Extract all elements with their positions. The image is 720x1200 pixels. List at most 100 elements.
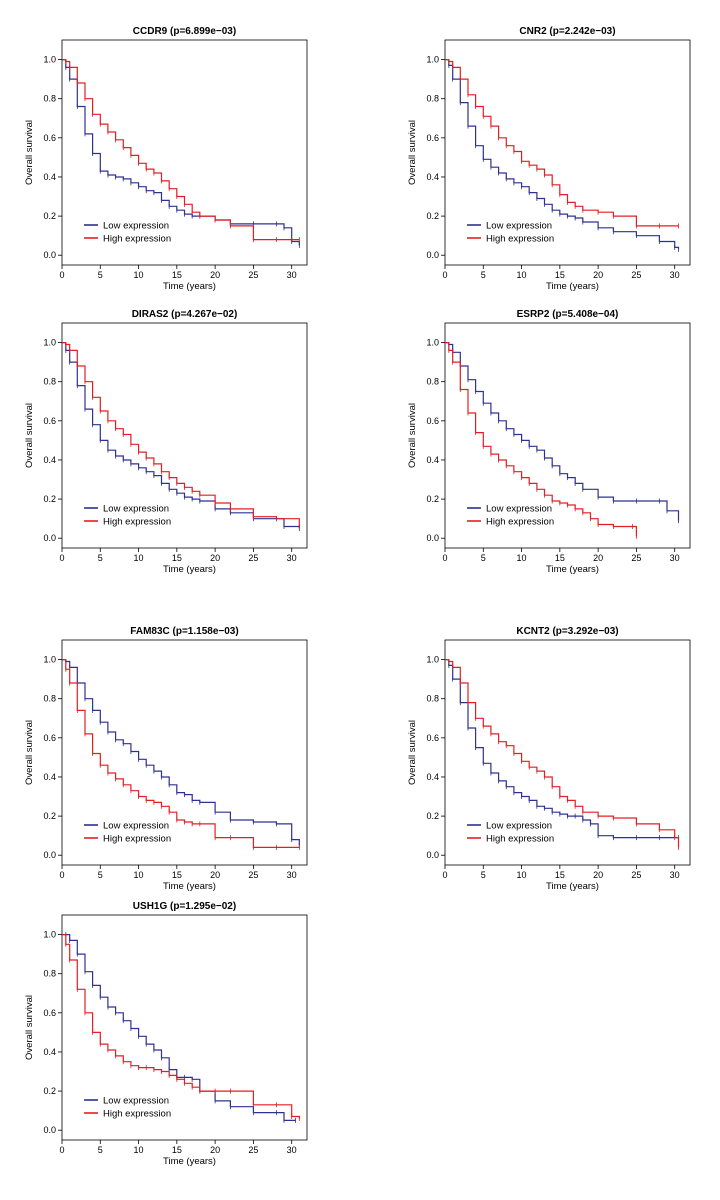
x-tick-label: 30 (287, 553, 297, 563)
x-axis-label: Time (years) (163, 881, 216, 892)
plot-frame (444, 639, 691, 866)
low-expression-survival-curve (62, 659, 300, 846)
y-tick-label: 0.2 (43, 211, 56, 221)
x-tick-label: 30 (670, 553, 680, 563)
y-axis-label: Overall survival (407, 403, 418, 468)
x-tick-label: 25 (248, 870, 258, 880)
x-tick-label: 10 (134, 553, 144, 563)
y-axis-label: Overall survival (24, 120, 35, 185)
x-tick-label: 25 (248, 270, 258, 280)
y-tick-label: 0.2 (426, 494, 439, 504)
high-expression-legend-label: High expression (486, 517, 554, 528)
legend: Low expression High expression (84, 1096, 171, 1120)
y-tick-label: 0.4 (426, 172, 439, 182)
y-tick-label: 0.2 (426, 811, 439, 821)
y-tick-label: 1.0 (43, 338, 56, 348)
high-expression-survival-curve (62, 342, 300, 527)
x-tick-label: 0 (59, 1145, 64, 1155)
low-expression-legend-label: Low expression (103, 1096, 169, 1107)
x-tick-label: 0 (59, 553, 64, 563)
high-expression-legend-label: High expression (103, 1109, 171, 1120)
km-panel-1: CCDR9 (p=6.899e−03) 0 5 10 15 20 25 30 0.0 0.2 0.4… (24, 26, 308, 292)
chart-title: USH1G (p=1.295e−02) (133, 901, 236, 912)
y-tick-label: 0.6 (43, 416, 56, 426)
x-axis-label: Time (years) (546, 281, 599, 292)
y-tick-label: 0.6 (43, 133, 56, 143)
y-tick-label: 0.2 (426, 211, 439, 221)
x-tick-label: 0 (59, 270, 64, 280)
x-axis-label: Time (years) (163, 1156, 216, 1167)
plot-frame (61, 39, 308, 266)
x-tick-label: 15 (555, 870, 565, 880)
x-axis-label: Time (years) (163, 281, 216, 292)
x-tick-label: 10 (517, 870, 527, 880)
chart-title: FAM83C (p=1.158e−03) (130, 626, 238, 637)
chart-title: ESRP2 (p=5.408e−04) (517, 309, 619, 320)
y-tick-label: 1.0 (43, 655, 56, 665)
legend: Low expression High expression (467, 504, 554, 528)
x-tick-label: 20 (210, 270, 220, 280)
x-tick-label: 10 (517, 553, 527, 563)
x-tick-label: 30 (670, 270, 680, 280)
high-expression-survival-curve (62, 59, 300, 241)
km-panel-6: KCNT2 (p=3.292e−03) 0 5 10 15 20 25 30 0.0 0.2 0.4… (407, 626, 691, 892)
y-tick-label: 0.8 (43, 969, 56, 979)
low-expression-legend-label: Low expression (103, 504, 169, 515)
legend: Low expression High expression (467, 221, 554, 245)
x-tick-label: 20 (210, 1145, 220, 1155)
plot-frame (61, 914, 308, 1141)
x-tick-label: 15 (555, 270, 565, 280)
y-tick-label: 1.0 (426, 338, 439, 348)
y-tick-label: 0.4 (426, 455, 439, 465)
plot-frame (444, 39, 691, 266)
y-tick-label: 0.4 (43, 1047, 56, 1057)
y-tick-label: 0.6 (426, 416, 439, 426)
low-expression-legend-label: Low expression (486, 504, 552, 515)
km-panel-7: USH1G (p=1.295e−02) 0 5 10 15 20 25 30 0.0 0.2 0.4… (24, 901, 308, 1167)
low-expression-legend-label: Low expression (486, 221, 552, 232)
x-tick-label: 10 (134, 270, 144, 280)
y-axis-label: Overall survival (24, 720, 35, 785)
y-axis-label: Overall survival (407, 120, 418, 185)
y-tick-label: 0.4 (43, 455, 56, 465)
x-tick-label: 5 (481, 870, 486, 880)
x-tick-label: 30 (287, 870, 297, 880)
x-tick-label: 0 (442, 270, 447, 280)
low-expression-survival-curve (445, 59, 680, 250)
plot-frame (444, 322, 691, 549)
x-tick-label: 0 (59, 870, 64, 880)
chart-title: KCNT2 (p=3.292e−03) (516, 626, 618, 637)
x-tick-label: 20 (210, 553, 220, 563)
y-tick-label: 0.0 (426, 533, 439, 543)
legend: Low expression High expression (467, 821, 554, 845)
y-tick-label: 0.4 (43, 772, 56, 782)
x-tick-label: 15 (172, 553, 182, 563)
high-expression-legend-label: High expression (486, 234, 554, 245)
high-expression-legend-label: High expression (103, 517, 171, 528)
y-axis-label: Overall survival (407, 720, 418, 785)
x-tick-label: 15 (555, 553, 565, 563)
x-tick-label: 5 (98, 553, 103, 563)
x-tick-label: 25 (248, 1145, 258, 1155)
high-expression-legend-label: High expression (103, 834, 171, 845)
x-axis-label: Time (years) (546, 564, 599, 575)
y-tick-label: 0.2 (43, 811, 56, 821)
low-expression-survival-curve (62, 59, 300, 246)
low-expression-survival-curve (62, 934, 296, 1121)
x-tick-label: 25 (631, 270, 641, 280)
x-tick-label: 25 (631, 870, 641, 880)
y-tick-label: 1.0 (426, 55, 439, 65)
x-tick-label: 25 (631, 553, 641, 563)
y-tick-label: 0.6 (426, 133, 439, 143)
y-tick-label: 0.0 (43, 850, 56, 860)
y-tick-label: 1.0 (43, 930, 56, 940)
y-tick-label: 1.0 (426, 655, 439, 665)
x-tick-label: 20 (593, 553, 603, 563)
x-tick-label: 5 (481, 270, 486, 280)
y-axis-label: Overall survival (24, 403, 35, 468)
y-tick-label: 1.0 (43, 55, 56, 65)
y-tick-label: 0.4 (426, 772, 439, 782)
km-panel-2: CNR2 (p=2.242e−03) 0 5 10 15 20 25 30 0.0 0.2 0.4 0… (407, 26, 691, 292)
low-expression-legend-label: Low expression (486, 821, 552, 832)
